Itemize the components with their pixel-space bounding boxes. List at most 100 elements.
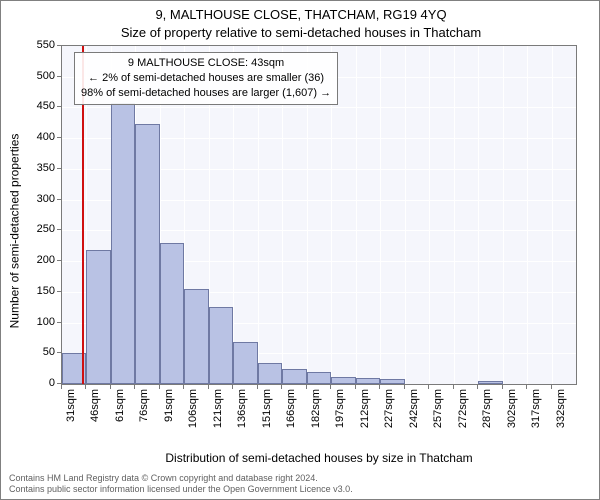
xtick-mark	[183, 385, 184, 389]
xtick-label: 106sqm	[187, 389, 199, 439]
histogram-bar	[282, 369, 306, 384]
ytick-label: 200	[15, 254, 55, 266]
xtick-label: 272sqm	[457, 389, 469, 439]
ytick-mark	[57, 199, 61, 200]
ytick-label: 550	[15, 39, 55, 51]
xtick-mark	[526, 385, 527, 389]
histogram-bar	[356, 378, 380, 384]
ytick-label: 0	[15, 377, 55, 389]
histogram-bar	[258, 363, 282, 385]
gridline-v	[429, 46, 430, 384]
gridline-v	[478, 46, 479, 384]
ytick-mark	[57, 229, 61, 230]
footer-text: Contains HM Land Registry data © Crown c…	[9, 473, 353, 495]
histogram-bar	[307, 372, 331, 384]
plot-area: 9 MALTHOUSE CLOSE: 43sqm ← 2% of semi-de…	[61, 45, 577, 385]
histogram-bar	[135, 124, 159, 384]
ytick-mark	[57, 291, 61, 292]
histogram-bar	[380, 379, 404, 384]
xtick-mark	[232, 385, 233, 389]
xtick-mark	[477, 385, 478, 389]
x-axis-label: Distribution of semi-detached houses by …	[61, 451, 577, 465]
annotation-line-3: 98% of semi-detached houses are larger (…	[81, 86, 331, 101]
ytick-mark	[57, 322, 61, 323]
gridline-v	[552, 46, 553, 384]
xtick-mark	[159, 385, 160, 389]
xtick-mark	[502, 385, 503, 389]
xtick-label: 61sqm	[114, 389, 126, 439]
gridline-v	[527, 46, 528, 384]
xtick-label: 227sqm	[383, 389, 395, 439]
ytick-label: 100	[15, 316, 55, 328]
ytick-label: 300	[15, 193, 55, 205]
xtick-label: 197sqm	[334, 389, 346, 439]
ytick-label: 450	[15, 100, 55, 112]
xtick-label: 287sqm	[481, 389, 493, 439]
histogram-bar	[209, 307, 233, 384]
xtick-label: 46sqm	[89, 389, 101, 439]
ytick-mark	[57, 383, 61, 384]
title-line-2: Size of property relative to semi-detach…	[1, 25, 600, 40]
xtick-mark	[551, 385, 552, 389]
histogram-bar	[184, 289, 208, 384]
ytick-mark	[57, 352, 61, 353]
xtick-mark	[134, 385, 135, 389]
xtick-mark	[428, 385, 429, 389]
ytick-mark	[57, 260, 61, 261]
annotation-box: 9 MALTHOUSE CLOSE: 43sqm ← 2% of semi-de…	[74, 52, 338, 105]
ytick-mark	[57, 76, 61, 77]
ytick-label: 350	[15, 162, 55, 174]
ytick-label: 250	[15, 223, 55, 235]
xtick-mark	[453, 385, 454, 389]
gridline-v	[356, 46, 357, 384]
gridline-v	[380, 46, 381, 384]
histogram-bar	[111, 103, 135, 384]
ytick-mark	[57, 45, 61, 46]
histogram-bar	[331, 377, 355, 384]
ytick-label: 150	[15, 285, 55, 297]
histogram-bar	[160, 243, 184, 384]
footer-line-2: Contains public sector information licen…	[9, 484, 353, 495]
gridline-v	[503, 46, 504, 384]
xtick-label: 121sqm	[212, 389, 224, 439]
histogram-bar	[233, 342, 257, 384]
ytick-mark	[57, 106, 61, 107]
xtick-label: 242sqm	[408, 389, 420, 439]
xtick-label: 91sqm	[163, 389, 175, 439]
ytick-label: 400	[15, 131, 55, 143]
xtick-mark	[306, 385, 307, 389]
xtick-mark	[404, 385, 405, 389]
xtick-label: 136sqm	[236, 389, 248, 439]
gridline-v	[454, 46, 455, 384]
xtick-mark	[330, 385, 331, 389]
xtick-mark	[208, 385, 209, 389]
gridline-v	[405, 46, 406, 384]
xtick-label: 182sqm	[310, 389, 322, 439]
title-line-1: 9, MALTHOUSE CLOSE, THATCHAM, RG19 4YQ	[1, 7, 600, 22]
annotation-line-1: 9 MALTHOUSE CLOSE: 43sqm	[81, 56, 331, 71]
histogram-bar	[478, 381, 502, 384]
histogram-bar	[86, 250, 110, 384]
xtick-label: 76sqm	[138, 389, 150, 439]
annotation-line-2: ← 2% of semi-detached houses are smaller…	[81, 71, 331, 86]
chart-frame: 9, MALTHOUSE CLOSE, THATCHAM, RG19 4YQ S…	[0, 0, 600, 500]
xtick-mark	[281, 385, 282, 389]
ytick-mark	[57, 137, 61, 138]
xtick-label: 317sqm	[530, 389, 542, 439]
xtick-label: 166sqm	[285, 389, 297, 439]
xtick-mark	[379, 385, 380, 389]
xtick-mark	[257, 385, 258, 389]
xtick-mark	[355, 385, 356, 389]
footer-line-1: Contains HM Land Registry data © Crown c…	[9, 473, 353, 484]
ytick-label: 50	[15, 346, 55, 358]
xtick-label: 302sqm	[506, 389, 518, 439]
xtick-label: 31sqm	[65, 389, 77, 439]
xtick-label: 151sqm	[261, 389, 273, 439]
ytick-mark	[57, 168, 61, 169]
xtick-label: 332sqm	[555, 389, 567, 439]
xtick-mark	[110, 385, 111, 389]
xtick-label: 257sqm	[432, 389, 444, 439]
xtick-label: 212sqm	[359, 389, 371, 439]
xtick-mark	[61, 385, 62, 389]
ytick-label: 500	[15, 70, 55, 82]
